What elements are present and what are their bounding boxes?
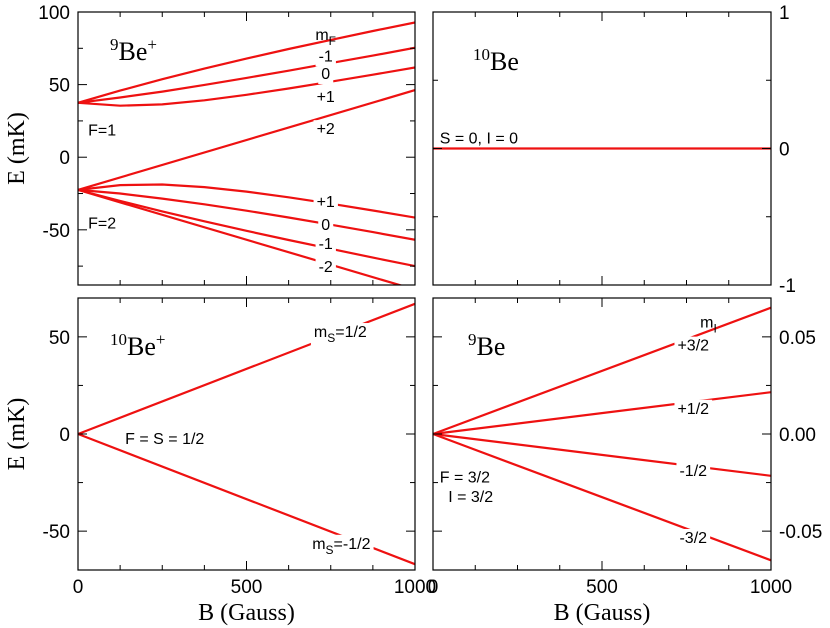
annotation-background: [676, 528, 711, 548]
series-line-4: [78, 183, 415, 219]
panel-title: 9Be: [468, 330, 505, 361]
annotation-background: [313, 120, 338, 140]
annotation-background: [310, 323, 370, 347]
annotation-background: [318, 64, 334, 84]
y-tick-label: 100: [38, 3, 70, 24]
annotation-label: S = 0, I = 0: [440, 131, 518, 148]
annotation-label: mS=1/2: [314, 324, 367, 345]
y-tick-label: -1: [779, 276, 796, 297]
x-tick-label: 0: [428, 577, 439, 598]
series-line-1: [78, 46, 415, 104]
series-line-6: [78, 188, 415, 268]
annotation-background: [315, 47, 336, 67]
y-axis-label: E (mK): [4, 112, 30, 185]
annotation-label: +1/2: [677, 401, 709, 418]
panel-title: 9Be+: [110, 35, 157, 66]
series-line-7: [78, 188, 404, 285]
y-tick-label: 0.00: [779, 425, 816, 446]
y-tick-label: -50: [43, 221, 70, 242]
series-line-3: [78, 89, 415, 191]
annotation-label: +2: [317, 121, 335, 138]
y-tick-label: 0: [59, 148, 70, 169]
x-tick-label: 0: [73, 577, 84, 598]
series-group: [433, 306, 771, 562]
annotation-background: [674, 336, 713, 356]
annotation-label: -1/2: [679, 463, 707, 480]
annotation-background: [313, 88, 338, 108]
annotation-background: [313, 192, 338, 212]
annotation-background: [676, 461, 711, 481]
series-group: [78, 21, 415, 285]
annotation-label: +1: [317, 89, 335, 106]
x-axis-label: B (Gauss): [554, 600, 651, 626]
series-line-0: [433, 306, 771, 436]
series-line-2: [78, 66, 415, 107]
x-tick-label: 500: [231, 577, 263, 598]
annotation-label: I = 3/2: [448, 489, 493, 506]
annotation-label: F = 3/2: [440, 470, 490, 487]
series-line-0: [78, 21, 415, 104]
annotation-label: F=1: [88, 123, 116, 140]
annotation-label: -1: [319, 236, 333, 253]
y-tick-label: 1: [779, 3, 790, 24]
annotation-label: +1: [317, 194, 335, 211]
annotation-background: [315, 234, 336, 254]
y-axis-label: E (mK): [4, 398, 30, 471]
y-tick-label: 50: [49, 328, 70, 349]
annotation-label: +3/2: [677, 338, 709, 355]
y-tick-label: 50: [49, 76, 70, 97]
annotation-background: [674, 399, 713, 419]
annotation-label: -3/2: [679, 530, 707, 547]
x-tick-label: 1000: [394, 577, 436, 598]
y-tick-label: -0.05: [779, 522, 822, 543]
panel-title: 10Be: [473, 45, 519, 76]
x-tick-label: 1000: [750, 577, 792, 598]
series-line-1: [433, 391, 771, 436]
annotation-label: mI: [700, 314, 717, 335]
annotation-background: [318, 216, 334, 236]
y-tick-label: -50: [43, 522, 70, 543]
annotation-label: -1: [319, 49, 333, 66]
x-tick-label: 500: [586, 577, 618, 598]
annotation-label: F=2: [88, 216, 116, 233]
annotation-background: [315, 258, 336, 278]
x-axis-label: B (Gauss): [198, 600, 295, 626]
annotation-label: -2: [319, 259, 333, 276]
panel-title: 10Be+: [110, 330, 165, 361]
annotation-label: mS=-1/2: [312, 536, 370, 557]
y-tick-label: 0: [59, 425, 70, 446]
annotation-background: [309, 534, 374, 558]
annotation-label: F = S = 1/2: [125, 431, 204, 448]
annotation-label: 0: [321, 66, 330, 83]
panel-top-right: -1 0 1 10Be S = 0, I = 0: [432, 3, 796, 297]
series-line-2: [433, 432, 771, 477]
y-tick-label: 0.05: [779, 328, 816, 349]
series-line-5: [78, 188, 415, 241]
panel-bottom-right: -0.05 0.00 0.05 0 500 1000 B (Gauss) 9Be mI +3/2 +…: [428, 297, 822, 626]
annotation-label: mF: [315, 27, 336, 48]
series-line-3: [433, 432, 771, 562]
annotation-label: 0: [321, 217, 330, 234]
y-tick-label: 0: [779, 140, 790, 161]
